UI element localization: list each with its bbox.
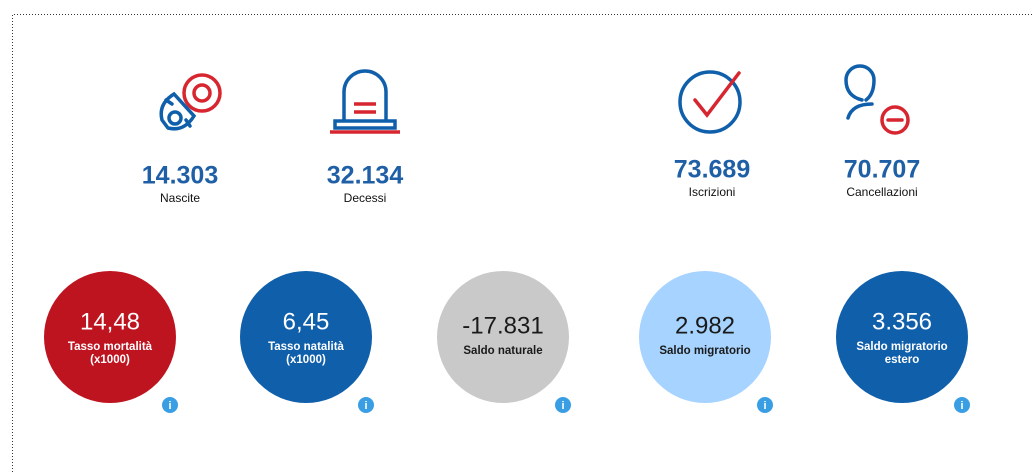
indicator-circle: [44, 271, 176, 403]
indicator-value: -17.831: [462, 312, 543, 339]
info-button[interactable]: [757, 397, 773, 413]
indicator-label: Saldo migratorio: [659, 345, 750, 357]
death-icon: [330, 69, 400, 134]
indicator-label: Saldo migratorio: [856, 341, 947, 353]
stat-value: 70.707: [844, 156, 920, 184]
indicator-label: Saldo naturale: [463, 345, 542, 357]
stat-label: Cancellazioni: [846, 185, 917, 199]
stat-value: 32.134: [327, 162, 404, 190]
indicator-value: 14,48: [80, 308, 140, 335]
info-button[interactable]: [358, 397, 374, 413]
stat-value: 14.303: [142, 162, 218, 190]
info-icon: i: [561, 400, 564, 412]
info-button[interactable]: [555, 397, 571, 413]
indicator-circle: [240, 271, 372, 403]
indicator-value: 6,45: [283, 308, 330, 335]
stat-value: 73.689: [674, 156, 750, 184]
info-icon: i: [168, 400, 171, 412]
indicator-value: 3.356: [872, 308, 932, 335]
indicator-circle: [639, 271, 771, 403]
indicator-label: estero: [885, 354, 920, 366]
info-icon: i: [763, 400, 766, 412]
birth-icon: [159, 73, 222, 131]
indicator-circle: [836, 271, 968, 403]
info-button[interactable]: [954, 397, 970, 413]
indicator-label: Tasso mortalità: [68, 341, 153, 353]
indicator-circle: [437, 271, 569, 403]
indicator-label: Tasso natalità: [268, 341, 344, 353]
stat-label: Iscrizioni: [689, 185, 736, 199]
stat-label: Nascite: [160, 191, 200, 205]
registration-icon: [678, 70, 742, 134]
cancellation-icon: [844, 64, 910, 135]
indicator-label: (x1000): [90, 354, 130, 366]
stat-label: Decessi: [344, 191, 387, 205]
indicator-label: (x1000): [286, 354, 326, 366]
indicator-value: 2.982: [675, 312, 735, 339]
info-button[interactable]: [162, 397, 178, 413]
info-icon: i: [960, 400, 963, 412]
info-icon: i: [364, 400, 367, 412]
